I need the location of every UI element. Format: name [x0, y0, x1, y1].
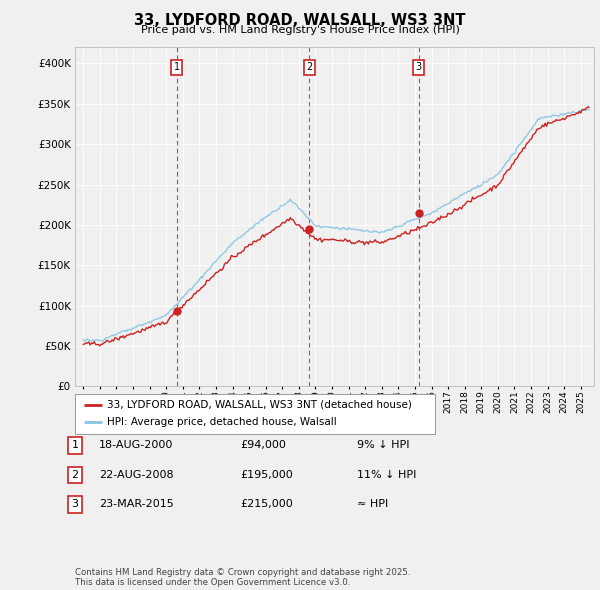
Text: 9% ↓ HPI: 9% ↓ HPI [357, 441, 409, 450]
Text: 22-AUG-2008: 22-AUG-2008 [99, 470, 173, 480]
Text: HPI: Average price, detached house, Walsall: HPI: Average price, detached house, Wals… [107, 417, 337, 427]
Text: 1: 1 [71, 441, 79, 450]
Text: 23-MAR-2015: 23-MAR-2015 [99, 500, 174, 509]
Text: £195,000: £195,000 [240, 470, 293, 480]
Text: 3: 3 [71, 500, 79, 509]
Text: Price paid vs. HM Land Registry's House Price Index (HPI): Price paid vs. HM Land Registry's House … [140, 25, 460, 35]
Text: 33, LYDFORD ROAD, WALSALL, WS3 3NT: 33, LYDFORD ROAD, WALSALL, WS3 3NT [134, 13, 466, 28]
Text: 11% ↓ HPI: 11% ↓ HPI [357, 470, 416, 480]
Text: £94,000: £94,000 [240, 441, 286, 450]
Text: 3: 3 [416, 63, 422, 73]
Text: 1: 1 [173, 63, 180, 73]
Text: 2: 2 [307, 63, 313, 73]
Text: 33, LYDFORD ROAD, WALSALL, WS3 3NT (detached house): 33, LYDFORD ROAD, WALSALL, WS3 3NT (deta… [107, 400, 412, 410]
Text: Contains HM Land Registry data © Crown copyright and database right 2025.
This d: Contains HM Land Registry data © Crown c… [75, 568, 410, 587]
Text: ≈ HPI: ≈ HPI [357, 500, 388, 509]
Text: £215,000: £215,000 [240, 500, 293, 509]
Text: 18-AUG-2000: 18-AUG-2000 [99, 441, 173, 450]
Text: 2: 2 [71, 470, 79, 480]
